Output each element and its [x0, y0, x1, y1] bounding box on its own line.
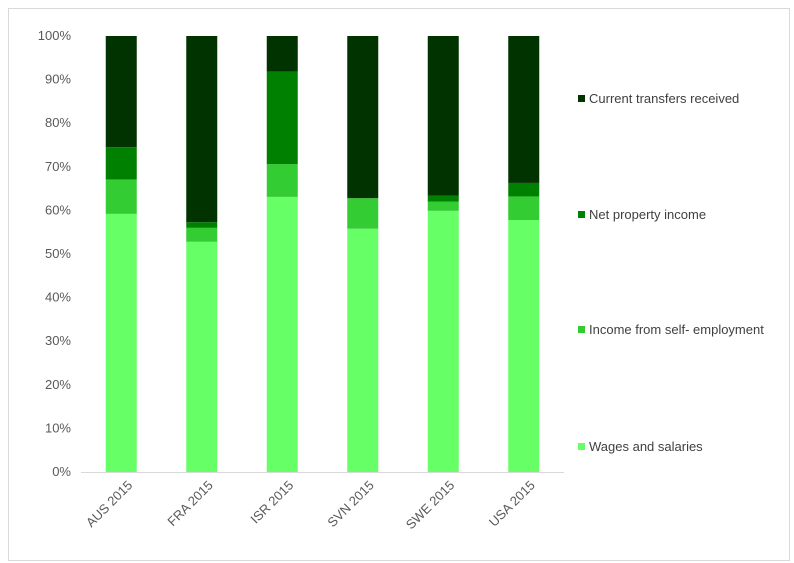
legend-swatch: [578, 95, 585, 102]
legend-label: Income from self- employment: [589, 322, 764, 337]
bars: [105, 36, 540, 472]
bar-segment-3-5: [508, 36, 540, 183]
bar-segment-1-3: [347, 198, 379, 229]
y-axis: 0% 10% 20% 30% 40% 50% 60% 70% 80% 90% 100%: [38, 28, 72, 479]
y-tick-label: 60%: [45, 202, 71, 217]
bar-segment-2-1: [186, 222, 218, 228]
y-tick-label: 30%: [45, 333, 71, 348]
y-tick-label: 0%: [52, 464, 71, 479]
bar-segment-0-4: [427, 210, 459, 472]
bar-segment-0-5: [508, 219, 540, 472]
bar-segment-0-1: [186, 241, 218, 472]
bar-segment-2-5: [508, 182, 540, 197]
y-tick-label: 100%: [38, 28, 72, 43]
bar-segment-1-2: [266, 164, 298, 197]
bar-segment-1-1: [186, 227, 218, 242]
x-tick-label: FRA 2015: [164, 478, 215, 529]
legend-label: Current transfers received: [589, 91, 739, 106]
stacked-bar-chart: 0% 10% 20% 30% 40% 50% 60% 70% 80% 90% 100% AUS 20…: [38, 28, 764, 533]
bar-segment-3-2: [266, 36, 298, 72]
x-tick-label: USA 2015: [486, 478, 538, 530]
bar-segment-2-0: [105, 147, 137, 180]
y-tick-label: 90%: [45, 72, 71, 87]
x-tick-label: AUS 2015: [83, 478, 136, 531]
legend-swatch: [578, 443, 585, 450]
legend-swatch: [578, 211, 585, 218]
legend-label: Wages and salaries: [589, 439, 703, 454]
y-tick-label: 80%: [45, 115, 71, 130]
bar-segment-0-0: [105, 213, 137, 472]
chart-frame: 0% 10% 20% 30% 40% 50% 60% 70% 80% 90% 100% AUS 20…: [8, 8, 790, 561]
y-tick-label: 70%: [45, 159, 71, 174]
bar-segment-1-0: [105, 179, 137, 214]
legend: Current transfers received Net property i…: [578, 91, 764, 454]
bar-segment-0-2: [266, 196, 298, 472]
legend-swatch: [578, 326, 585, 333]
y-tick-label: 20%: [45, 377, 71, 392]
bar-segment-3-3: [347, 36, 379, 199]
y-tick-label: 10%: [45, 420, 71, 435]
bar-segment-3-1: [186, 36, 218, 223]
x-axis: AUS 2015 FRA 2015 ISR 2015 SVN 2015 SWE 2015…: [81, 472, 564, 533]
x-tick-label: SVN 2015: [324, 478, 377, 531]
x-tick-label: ISR 2015: [247, 478, 296, 527]
bar-segment-0-3: [347, 228, 379, 472]
bar-segment-1-5: [508, 196, 540, 220]
x-tick-label: SWE 2015: [403, 478, 458, 533]
bar-segment-2-2: [266, 71, 298, 165]
bar-segment-1-4: [427, 201, 459, 211]
legend-label: Net property income: [589, 207, 706, 222]
y-tick-label: 40%: [45, 290, 71, 305]
bar-segment-2-4: [427, 195, 459, 202]
bar-segment-3-0: [105, 36, 137, 148]
bar-segment-3-4: [427, 36, 459, 196]
y-tick-label: 50%: [45, 246, 71, 261]
